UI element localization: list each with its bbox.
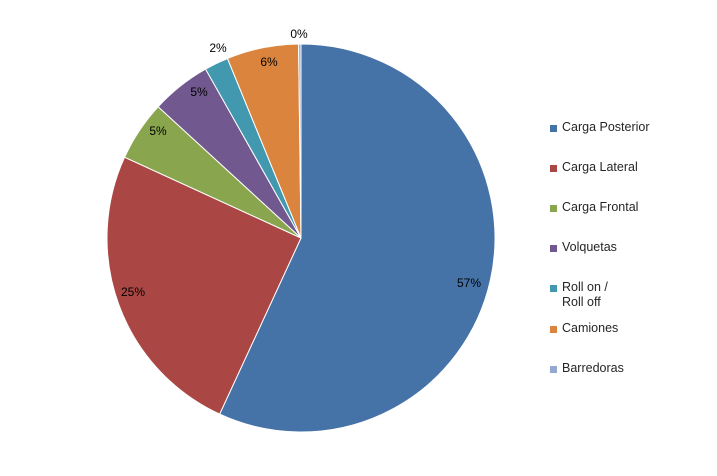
- legend-label-2: Carga Frontal: [562, 200, 639, 214]
- legend-swatch-1: [550, 165, 557, 172]
- legend-item-6: Barredoras: [550, 361, 710, 401]
- legend-label-1: Carga Lateral: [562, 160, 638, 174]
- legend-swatch-3: [550, 245, 557, 252]
- pie-slices: [106, 43, 496, 433]
- legend-swatch-2: [550, 205, 557, 212]
- legend-swatch-5: [550, 326, 557, 333]
- legend-label-0: Carga Posterior: [562, 120, 650, 134]
- pie-slice-1: [106, 156, 302, 415]
- legend-swatch-0: [550, 125, 557, 132]
- legend-item-3: Volquetas: [550, 240, 710, 280]
- data-label-4: 2%: [209, 41, 227, 55]
- data-label-2: 5%: [149, 124, 167, 138]
- pie-data-labels: 57% 25% 5% 5% 2% 6% 0%: [121, 27, 481, 299]
- legend-item-1: Carga Lateral: [550, 160, 710, 200]
- data-label-5: 6%: [260, 55, 278, 69]
- legend-label-5: Camiones: [562, 321, 619, 335]
- legend: Carga Posterior Carga Lateral Carga Fronta…: [550, 120, 710, 401]
- legend-item-4: Roll on / Roll off: [550, 280, 710, 321]
- data-label-3: 5%: [190, 85, 208, 99]
- data-label-0: 57%: [457, 276, 481, 290]
- data-label-6: 0%: [290, 27, 308, 41]
- legend-label-4: Roll on / Roll off: [562, 280, 608, 309]
- legend-swatch-4: [550, 285, 557, 292]
- legend-label-3: Volquetas: [562, 240, 617, 254]
- pie-slice-6: [298, 43, 302, 239]
- legend-swatch-6: [550, 366, 557, 373]
- data-label-1: 25%: [121, 285, 145, 299]
- legend-item-2: Carga Frontal: [550, 200, 710, 240]
- legend-item-0: Carga Posterior: [550, 120, 710, 160]
- legend-item-5: Camiones: [550, 321, 710, 361]
- pie-slice-0: [218, 43, 496, 433]
- legend-label-6: Barredoras: [562, 361, 624, 375]
